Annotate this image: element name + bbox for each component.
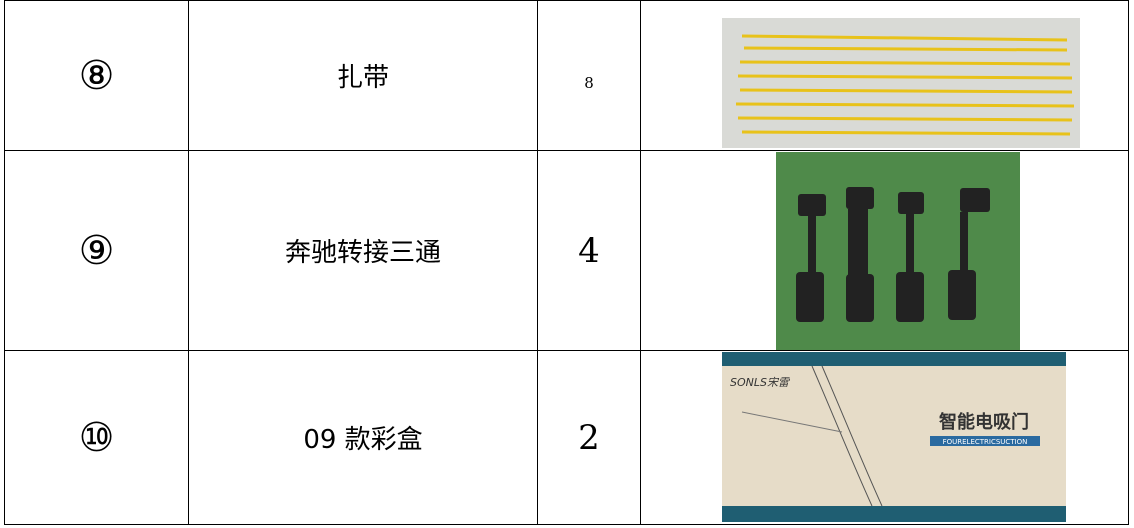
- box-photo: SONLS宋雷 智能电吸门 FOURELECTRICSUCTION: [722, 352, 1066, 522]
- box-title: 智能电吸门: [939, 411, 1029, 433]
- table-border: [4, 0, 5, 525]
- item-name: 扎带: [336, 63, 389, 93]
- table-border: [4, 0, 1129, 1]
- item-name: 奔驰转接三通: [284, 238, 441, 268]
- item-quantity: 2: [578, 417, 600, 458]
- item-number: ⑨: [78, 227, 115, 274]
- table-border: [4, 524, 1129, 525]
- column-divider: [640, 0, 641, 525]
- item-name: 09 款彩盒: [303, 425, 423, 455]
- box-brand: SONLS宋雷: [730, 376, 791, 389]
- item-number: ⑩: [78, 414, 115, 461]
- column-divider: [188, 0, 189, 525]
- adapter-photo: [776, 152, 1020, 350]
- box-subtitle: FOURELECTRICSUCTION: [943, 438, 1028, 446]
- column-divider: [537, 0, 538, 525]
- row-divider: [4, 150, 1129, 151]
- item-quantity: 4: [578, 230, 600, 271]
- row-divider: [4, 350, 1129, 351]
- item-quantity: 8: [584, 73, 594, 92]
- item-number: ⑧: [78, 52, 115, 99]
- table-border: [1128, 0, 1129, 525]
- cable-ties-photo: [722, 18, 1080, 148]
